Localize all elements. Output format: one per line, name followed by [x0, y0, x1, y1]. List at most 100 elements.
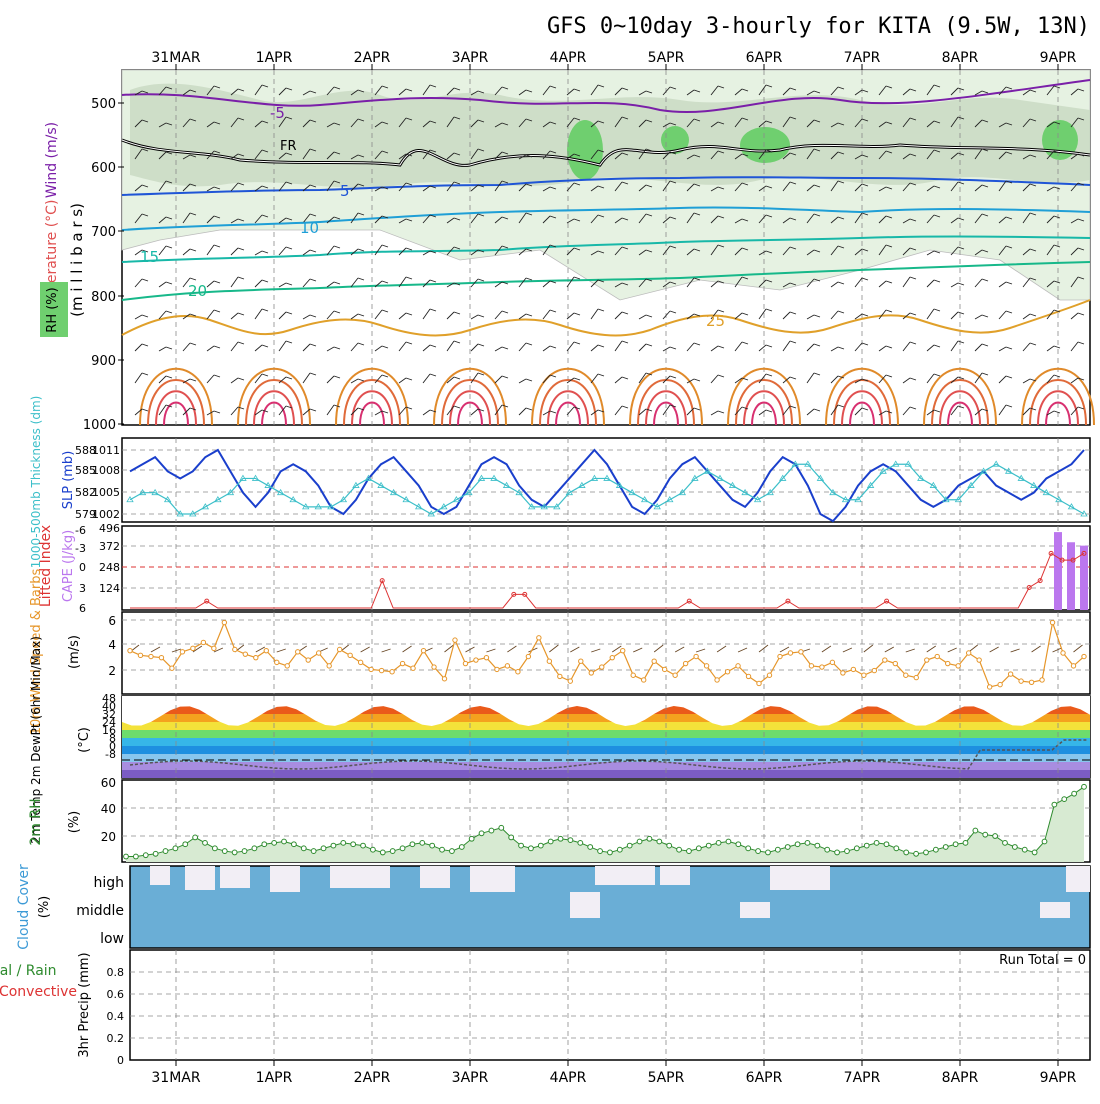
wind-barb	[278, 282, 287, 288]
wind-barb-flag	[453, 246, 461, 250]
wind-barb	[830, 375, 839, 384]
wind-barb	[1070, 88, 1079, 96]
thickness-point	[766, 488, 774, 496]
wind-barb-flag	[549, 186, 557, 190]
wind-barb	[734, 182, 743, 192]
wind-barb	[470, 119, 479, 128]
rh2m-point	[784, 844, 791, 850]
wind-barb-flag	[981, 119, 989, 123]
rh2m-point	[458, 844, 465, 850]
wind-barb-flag	[1077, 276, 1085, 280]
wind-barb	[710, 121, 719, 128]
wind-barb-flag	[1029, 277, 1037, 281]
wind-barb-flag	[789, 217, 797, 221]
wind-barb	[470, 278, 479, 288]
rh2m-point	[439, 846, 445, 853]
wind10-barb	[507, 645, 517, 653]
wind-barb-flag	[1077, 117, 1085, 121]
wind-barb	[374, 244, 383, 256]
wind-barb-flag	[453, 405, 461, 409]
wind-barb-flag	[429, 120, 437, 124]
wind-barb	[494, 86, 503, 96]
wind-barb-flag	[165, 86, 173, 90]
li-point	[1048, 550, 1054, 556]
wind-barb-flag	[837, 216, 845, 220]
wind-barb	[278, 116, 287, 128]
wind-barb-flag	[405, 312, 413, 316]
wind-barb	[278, 246, 287, 256]
top-date-axis: 31MAR 1APR 2APR 3APR 4APR 5APR 6APR 7APR 8APR 9AP…	[151, 50, 1077, 70]
wind10-point	[1060, 650, 1066, 656]
rh-high-blob-3	[740, 127, 790, 163]
wind-barb-flag	[477, 314, 485, 318]
wind-barb-flag	[237, 218, 245, 222]
wind-barb	[302, 148, 311, 160]
wind-barb	[926, 279, 935, 288]
wind10-point	[1039, 677, 1045, 683]
cape-tick-label: 372	[99, 540, 120, 553]
wind-barb	[1046, 186, 1055, 192]
temp2m-panel: 2m Temp 2m DewPt (6hr Min/Max) (°C)	[29, 636, 1091, 844]
wind-barb-flag	[1029, 248, 1037, 252]
wind-barb-flag	[597, 84, 605, 88]
wind-barb-flag	[789, 340, 797, 344]
wind-barb	[134, 119, 143, 128]
date-label-top: 31MAR	[151, 50, 200, 66]
temp-tick-label: 40	[102, 700, 116, 713]
wind-barb	[158, 281, 167, 288]
upper-ylabel-pressure: (m i l l i b a r s)	[68, 203, 86, 317]
precip-tick-label: 0.6	[107, 988, 125, 1001]
temp-contour-loop	[163, 401, 189, 426]
wind-barb	[686, 342, 695, 352]
temp-contour-loop	[841, 390, 883, 426]
wind-barb-flag	[501, 310, 509, 314]
wind-barb	[686, 407, 695, 416]
wind-barb-flag	[309, 213, 317, 217]
wind-barb	[758, 373, 767, 384]
wind-barb	[446, 340, 455, 352]
wind-barb-flag	[789, 282, 797, 286]
wind-barb-flag	[669, 180, 677, 184]
wind-barb-flag	[381, 280, 389, 284]
wind-barb	[1022, 89, 1031, 96]
rh2m-point	[330, 842, 337, 849]
wind-barb	[974, 372, 983, 384]
wind-barb-flag	[285, 152, 293, 156]
wind-barb	[806, 278, 815, 288]
wind-barb	[230, 276, 239, 288]
wind10-barb	[779, 646, 790, 653]
wind-barb	[158, 245, 167, 256]
wind-barb-flag	[621, 181, 629, 185]
wind-barb-flag	[717, 374, 725, 378]
wind-barb	[638, 372, 647, 384]
wind-barb	[134, 408, 143, 416]
rh2m-point	[952, 841, 959, 848]
wind10-point	[179, 649, 186, 655]
wind-barb	[134, 184, 143, 192]
wind-barb	[446, 311, 455, 320]
wind-barb	[830, 122, 839, 128]
wind-barb	[566, 406, 575, 416]
precip-ylabel: 3hr Precip (mm)	[77, 952, 92, 1057]
wind-barb	[758, 120, 767, 128]
wind10-barb	[653, 644, 664, 653]
wind-barb	[590, 409, 599, 416]
wind-barb	[686, 248, 695, 256]
wind-barb	[686, 118, 695, 128]
wind10-barb	[255, 646, 266, 653]
thickness-point	[879, 467, 887, 474]
wind-barb	[806, 184, 815, 192]
thickness-point	[126, 496, 134, 503]
wind-barb-flag	[405, 153, 413, 157]
wind-barb-flag	[909, 276, 917, 280]
dewpoint-line	[129, 739, 1088, 770]
wind-barb-flag	[765, 279, 773, 283]
wind-barb	[1022, 154, 1031, 160]
wind-barb-flag	[573, 88, 581, 92]
rh2m-point	[152, 850, 159, 857]
wind-barb	[278, 405, 287, 416]
wind-barb-flag	[333, 310, 341, 314]
cloud-gap-block	[595, 866, 655, 885]
thickness-point	[1030, 481, 1038, 488]
wind-barb	[734, 247, 743, 256]
